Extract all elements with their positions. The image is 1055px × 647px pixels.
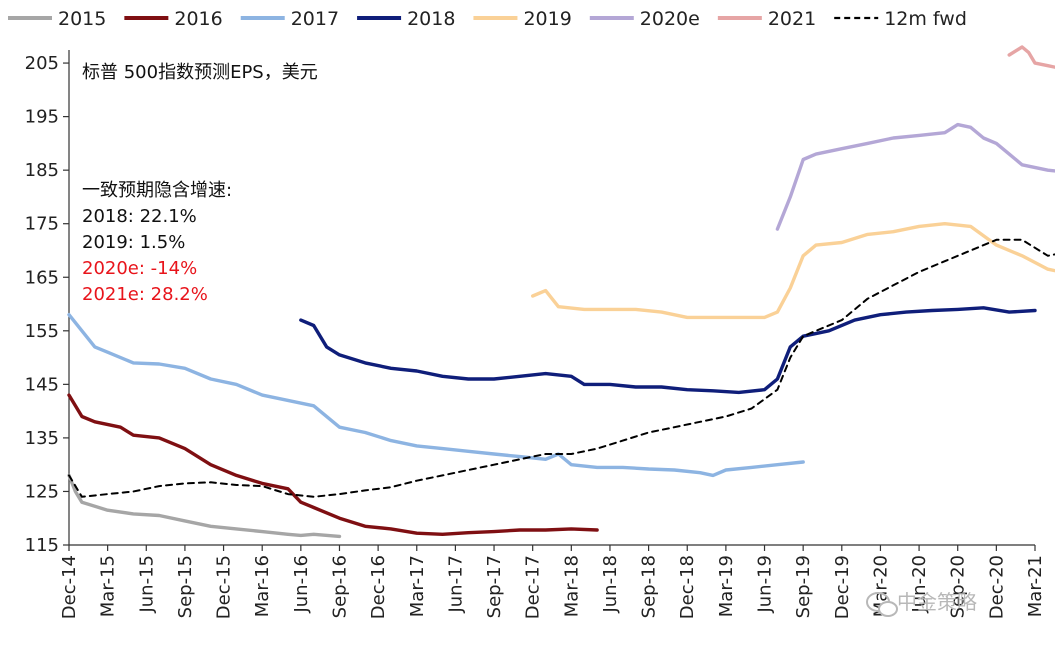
x-tick-label: Mar-19 [716,555,737,617]
series-line-2021 [1007,45,1055,69]
x-tick-label: Jun-15 [136,555,157,614]
series-line-2019 [531,222,1055,320]
x-tick-label: Dec-15 [214,555,235,619]
x-tick-label: Jun-20 [909,555,930,614]
y-tick-label: 115 [25,535,59,556]
x-tick-label: Sep-16 [329,555,350,618]
x-tick-label: Dec-18 [677,555,698,619]
growth-item-2019: 2019: 1.5% [82,232,185,253]
legend-label: 2021 [768,8,816,30]
y-tick-label: 205 [25,53,59,74]
y-tick-label: 125 [25,481,59,502]
series-line-2020e [775,122,1055,231]
y-tick-label: 175 [25,214,59,235]
x-tick-label: Jun-18 [600,555,621,614]
wechat-icon [866,592,898,617]
x-tick-label: Jun-17 [445,555,466,614]
series-layer [67,45,1055,539]
x-tick-label: Mar-21 [1025,555,1046,617]
x-tick-label: Sep-19 [793,555,814,618]
growth-header: 一致预期隐含增速: [82,180,232,201]
legend: 2015 2016 2017 2018 2019 2020e 2021 12m fwd [8,8,967,30]
y-tick-label: 155 [25,321,59,342]
legend-label: 2020e [640,8,700,30]
legend-label: 2017 [291,8,339,30]
legend-label: 2019 [523,8,571,30]
growth-item-2020e: 2020e: -14% [82,258,197,279]
x-axis: Dec-14 Mar-15 Jun-15 Sep-15 Dec-15 Mar-16 Jun-… [59,544,1046,619]
growth-item-2018: 2018: 22.1% [82,206,197,227]
x-tick-label: Dec-14 [59,555,80,619]
annotation-layer: 标普 500指数预测EPS，美元 一致预期隐含增速: 2018: 22.1% 2… [82,62,318,305]
legend-label: 2015 [58,8,106,30]
series-line-2017 [67,313,805,478]
legend-label: 2016 [174,8,222,30]
y-tick-label: 185 [25,160,59,181]
chart-title: 标普 500指数预测EPS，美元 [82,62,318,83]
x-tick-label: Dec-17 [523,555,544,619]
y-tick-label: 145 [25,374,59,395]
x-tick-label: Dec-16 [368,555,389,619]
x-tick-label: Jun-16 [291,555,312,614]
y-tick-label: 195 [25,107,59,128]
x-tick-label: Jun-19 [755,555,776,614]
growth-item-2021e: 2021e: 28.2% [82,284,208,305]
legend-label: 2018 [407,8,455,30]
x-tick-label: Mar-17 [407,555,428,617]
legend-label: 12m fwd [884,8,967,30]
x-tick-label: Dec-19 [832,555,853,619]
series-line-2016 [67,393,599,536]
y-tick-label: 165 [25,267,59,288]
series-line-12m-fwd [68,238,1055,498]
watermark-text: 中金策略 [897,590,977,614]
x-tick-label: Sep-18 [639,555,660,618]
x-tick-label: Sep-15 [175,555,196,618]
x-tick-label: Sep-20 [948,555,969,618]
x-tick-label: Mar-16 [252,555,273,617]
series-line-2015 [67,473,342,539]
watermark: 中金策略 [866,590,977,617]
x-tick-label: Dec-20 [986,555,1007,619]
series-line-2018 [299,306,1037,395]
x-tick-label: Sep-17 [484,555,505,618]
y-tick-label: 135 [25,428,59,449]
x-tick-label: Mar-18 [561,555,582,617]
y-axis: 115 125 135 145 155 165 175 185 195 205 [25,50,70,556]
x-tick-label: Mar-15 [98,555,119,617]
